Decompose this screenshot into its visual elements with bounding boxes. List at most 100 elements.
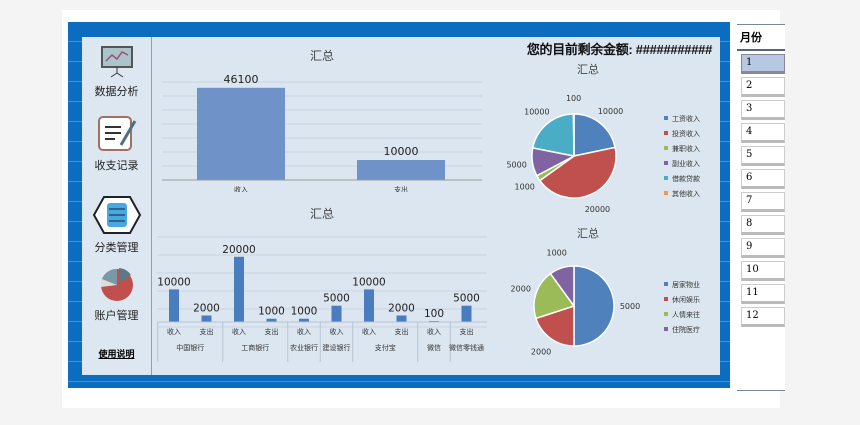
group-label: 中国银行: [176, 343, 204, 352]
data-label: 20000: [222, 244, 255, 256]
pie-slice: [533, 272, 576, 320]
main-panel: 您的目前剩余金额: ########### 汇总 46100 收入 10000 支出 汇…: [152, 37, 720, 375]
pie-slice: [573, 265, 615, 347]
nav-accounts[interactable]: 账户管理: [82, 267, 151, 323]
data-label: 10000: [352, 276, 385, 288]
legend-label: 居家物业: [672, 280, 700, 289]
month-item-11[interactable]: 11: [741, 284, 785, 304]
legend-swatch: [664, 161, 668, 165]
category-label: 收入: [167, 327, 181, 336]
month-header: 月份: [737, 25, 785, 51]
data-label: 100: [566, 94, 581, 103]
bar: [331, 305, 342, 322]
month-item-9[interactable]: 9: [741, 238, 785, 258]
data-label: 2000: [511, 285, 531, 294]
bar: [357, 160, 445, 180]
category-label: 收入: [232, 327, 246, 336]
bar: [396, 315, 407, 322]
pie-slice: [531, 113, 575, 157]
summary-bar-chart: 汇总 46100 收入 10000 支出: [162, 49, 482, 192]
bar: [461, 305, 472, 322]
bar: [234, 256, 244, 322]
data-label: 10000: [157, 276, 190, 288]
month-slicer: 月份 1 2 3 4 5 6 7 8 9 10 11 12: [737, 24, 785, 391]
data-label: 2000: [388, 302, 415, 314]
category-label: 支出: [265, 327, 279, 336]
data-label: 46100: [224, 73, 259, 86]
legend-swatch: [664, 327, 668, 331]
category-label: 收入: [297, 327, 311, 336]
legend-swatch: [664, 146, 668, 150]
chart-title: 汇总: [310, 49, 334, 63]
legend-label: 借款贷款: [672, 174, 700, 183]
group-label: 微信零钱通: [449, 343, 484, 352]
pie-chart-icon: [100, 268, 133, 301]
nav-label: 分类管理: [94, 241, 139, 254]
category-label: 支出: [460, 327, 474, 336]
month-item-3[interactable]: 3: [741, 100, 785, 120]
group-label: 微信: [427, 343, 441, 352]
data-label: 10000: [598, 107, 623, 116]
month-item-10[interactable]: 10: [741, 261, 785, 281]
bar: [169, 289, 179, 322]
bar: [201, 315, 212, 322]
legend-label: 副业收入: [672, 159, 700, 168]
month-item-4[interactable]: 4: [741, 123, 785, 143]
data-label: 2000: [193, 302, 220, 314]
category-label: 收入: [427, 327, 441, 336]
legend-swatch: [664, 312, 668, 316]
help-link[interactable]: 使用说明: [98, 350, 135, 360]
legend-label: 投资收入: [672, 129, 700, 138]
month-item-8[interactable]: 8: [741, 215, 785, 235]
data-label: 20000: [585, 205, 610, 214]
category-label: 收入: [234, 185, 248, 192]
group-label: 工商银行: [241, 343, 269, 352]
bar: [266, 318, 277, 322]
group-label: 农业银行: [290, 343, 318, 352]
data-label: 1000: [258, 306, 285, 318]
legend-swatch: [664, 297, 668, 301]
pie-slice: [572, 113, 575, 157]
legend-swatch: [664, 131, 668, 135]
month-item-2[interactable]: 2: [741, 77, 785, 97]
category-label: 收入: [330, 327, 344, 336]
legend-label: 兼职收入: [672, 144, 700, 153]
bar: [299, 318, 309, 322]
month-item-7[interactable]: 7: [741, 192, 785, 212]
notepad-pen-icon: [97, 116, 136, 151]
month-item-5[interactable]: 5: [741, 146, 785, 166]
nav-data-analysis[interactable]: 数据分析: [82, 45, 151, 99]
data-label: 5000: [323, 293, 350, 305]
nav-records[interactable]: 收支记录: [82, 115, 151, 173]
data-label: 10000: [384, 145, 419, 158]
data-label: 1000: [547, 249, 567, 258]
nav-categories[interactable]: 分类管理: [82, 195, 151, 255]
legend-label: 人情来往: [672, 310, 700, 319]
presentation-chart-icon: [100, 46, 133, 78]
category-label: 支出: [395, 327, 409, 336]
month-item-1[interactable]: 1: [741, 54, 785, 74]
legend-label: 其他收入: [672, 189, 700, 198]
data-label: 1000: [515, 183, 535, 192]
data-label: 5000: [506, 160, 526, 169]
legend-swatch: [664, 116, 668, 120]
bar: [364, 289, 374, 322]
nav-label: 账户管理: [94, 309, 139, 322]
month-item-12[interactable]: 12: [741, 307, 785, 327]
pie-slice: [538, 146, 617, 199]
list-hexagon-icon: [92, 196, 141, 234]
sidebar: 数据分析 收支记录 分类管理 账户管理 使用说明: [82, 37, 152, 375]
chart-title: 汇总: [577, 62, 599, 76]
category-label: 收入: [362, 327, 376, 336]
nav-label: 收支记录: [94, 159, 139, 172]
group-label: 支付宝: [375, 343, 396, 352]
data-label: 1000: [291, 306, 318, 318]
data-label: 100: [424, 308, 444, 320]
legend-label: 工资收入: [672, 114, 700, 123]
data-label: 5000: [453, 293, 480, 305]
legend-swatch: [664, 191, 668, 195]
chart-title: 汇总: [577, 226, 599, 240]
month-item-6[interactable]: 6: [741, 169, 785, 189]
nav-label: 数据分析: [94, 85, 139, 98]
pie-slice: [549, 265, 575, 309]
